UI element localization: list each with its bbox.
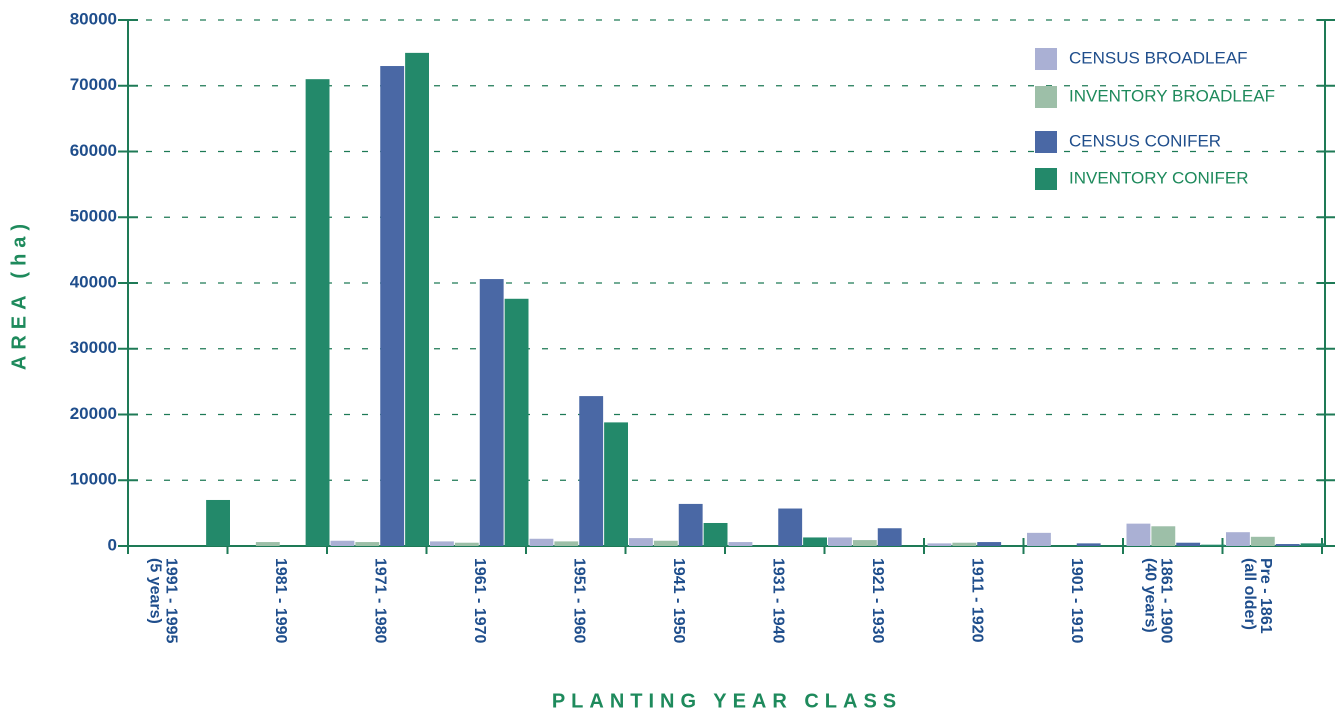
x-tick-label: 1911 - 1920	[969, 558, 986, 643]
y-axis-title: AREA (ha)	[8, 218, 30, 370]
x-tick-label: Pre - 1861	[1257, 558, 1274, 634]
bar	[305, 79, 330, 547]
bar	[604, 422, 628, 546]
bar	[529, 538, 554, 546]
bar	[778, 508, 803, 546]
x-tick-label: (5 years)	[147, 558, 164, 624]
bar	[703, 522, 728, 546]
legend-label: INVENTORY CONIFER	[1069, 168, 1248, 187]
bar	[206, 499, 230, 546]
y-tick-label: 30000	[70, 338, 117, 357]
bar	[1027, 532, 1051, 546]
legend-swatch	[1035, 168, 1057, 190]
x-tick-label: 1931 - 1940	[770, 558, 787, 644]
bar	[803, 537, 827, 546]
bar	[728, 542, 753, 546]
x-tick-label: 1951 - 1960	[571, 558, 588, 644]
legend-swatch	[1035, 48, 1057, 70]
bar	[852, 540, 877, 546]
bar	[1176, 542, 1201, 546]
y-tick-label: 70000	[70, 75, 117, 94]
x-tick-label: (40 years)	[1142, 558, 1159, 633]
y-tick-label: 40000	[70, 272, 117, 291]
bar	[977, 542, 1002, 546]
bar	[255, 542, 280, 546]
bar	[1076, 543, 1101, 546]
bar	[579, 396, 604, 546]
legend-swatch	[1035, 131, 1057, 153]
bar	[504, 298, 529, 546]
bar	[355, 542, 380, 546]
x-tick-label: 1971 - 1980	[372, 558, 389, 644]
bar	[1201, 544, 1225, 546]
bar	[877, 528, 902, 546]
y-tick-label: 0	[108, 535, 117, 554]
legend-label: INVENTORY BROADLEAF	[1069, 86, 1275, 105]
bar	[430, 541, 454, 546]
x-tick-label: 1921 - 1930	[869, 558, 886, 644]
bar	[828, 537, 852, 546]
x-tick-label: 1961 - 1970	[471, 558, 488, 644]
bar	[454, 542, 479, 546]
legend-label: CENSUS CONIFER	[1069, 131, 1221, 150]
y-tick-label: 80000	[70, 9, 117, 28]
x-tick-label: 1981 - 1990	[272, 558, 289, 644]
bar	[405, 52, 429, 546]
bar	[952, 542, 977, 546]
bar	[1126, 523, 1151, 546]
legend-label: CENSUS BROADLEAF	[1069, 48, 1248, 67]
bar	[554, 541, 579, 546]
bar	[629, 538, 653, 546]
bar	[1250, 536, 1275, 546]
y-tick-label: 20000	[70, 404, 117, 423]
legend-swatch	[1035, 86, 1057, 108]
bar	[1275, 544, 1300, 546]
bar	[678, 503, 703, 546]
bar	[479, 279, 504, 546]
bar	[1300, 543, 1325, 546]
y-tick-label: 60000	[70, 141, 117, 160]
x-tick-label: 1901 - 1910	[1068, 558, 1085, 644]
bar	[653, 540, 678, 546]
x-tick-label: 1991 - 1995	[163, 558, 180, 644]
x-tick-label: (all older)	[1241, 558, 1258, 630]
bar	[1226, 532, 1250, 546]
x-tick-label: 1861 - 1900	[1158, 558, 1175, 644]
y-tick-label: 10000	[70, 470, 117, 489]
bar	[1151, 526, 1176, 546]
x-axis-title: PLANTING YEAR CLASS	[552, 690, 902, 712]
y-tick-label: 50000	[70, 207, 117, 226]
x-tick-label: 1941 - 1950	[670, 558, 687, 644]
bar	[330, 540, 355, 546]
bar	[927, 543, 952, 546]
bar	[380, 66, 405, 547]
